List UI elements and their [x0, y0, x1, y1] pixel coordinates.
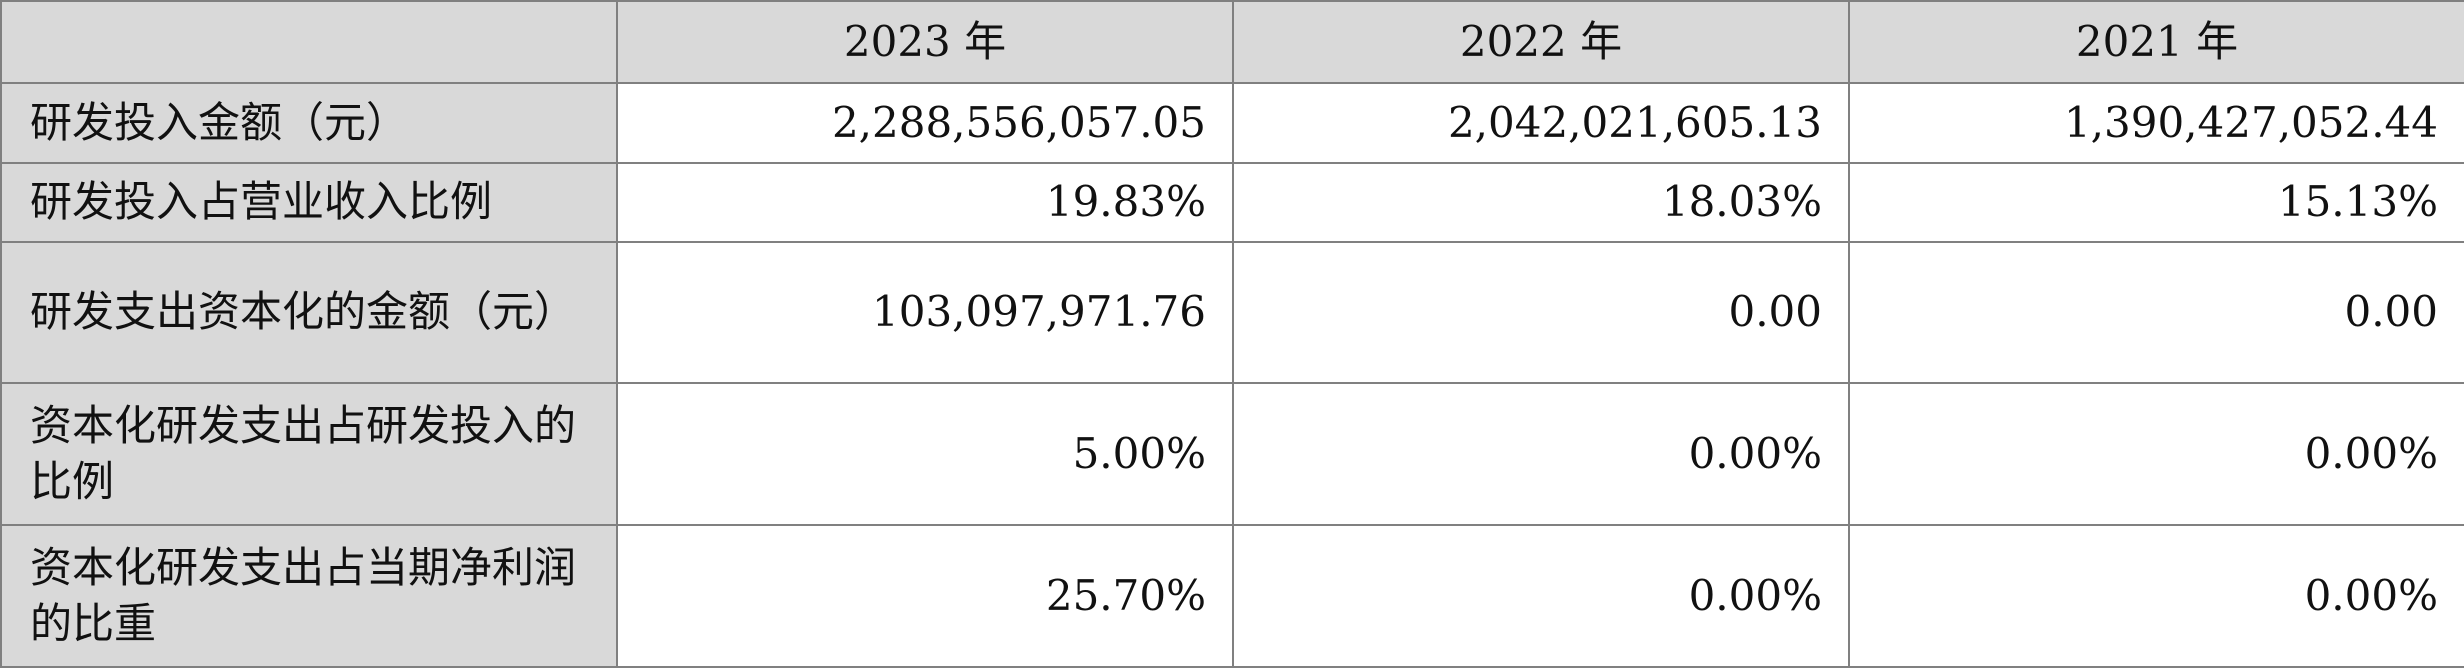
value-cell: 2,288,556,057.05 — [616, 81, 1234, 165]
value-cell: 5.00% — [616, 382, 1234, 526]
value-cell: 0.00% — [1848, 382, 2464, 526]
value-cell: 25.70% — [616, 523, 1234, 668]
value-cell: 0.00% — [1232, 382, 1850, 526]
row-label: 资本化研发支出占研发投入的比例 — [0, 382, 618, 526]
value-cell: 0.00 — [1848, 240, 2464, 385]
value-cell: 2,042,021,605.13 — [1232, 81, 1850, 165]
value-cell: 19.83% — [616, 162, 1234, 243]
year-header: 2023 年 — [616, 0, 1234, 84]
data-row: 研发支出资本化的金额（元） 103,097,971.76 0.00 0.00 — [0, 240, 2464, 385]
row-label: 研发投入金额（元） — [0, 81, 618, 165]
value-cell: 1,390,427,052.44 — [1848, 81, 2464, 165]
year-header: 2022 年 — [1232, 0, 1850, 84]
corner-cell — [0, 0, 618, 84]
value-cell: 0.00% — [1232, 523, 1850, 668]
data-row: 资本化研发支出占当期净利润的比重 25.70% 0.00% 0.00% — [0, 523, 2464, 668]
row-label: 研发支出资本化的金额（元） — [0, 240, 618, 385]
row-label: 资本化研发支出占当期净利润的比重 — [0, 523, 618, 668]
value-cell: 0.00 — [1232, 240, 1850, 385]
year-header: 2021 年 — [1848, 0, 2464, 84]
data-row: 研发投入占营业收入比例 19.83% 18.03% 15.13% — [0, 162, 2464, 243]
value-cell: 18.03% — [1232, 162, 1850, 243]
data-row: 资本化研发支出占研发投入的比例 5.00% 0.00% 0.00% — [0, 382, 2464, 526]
value-cell: 103,097,971.76 — [616, 240, 1234, 385]
data-row: 研发投入金额（元） 2,288,556,057.05 2,042,021,605.1… — [0, 81, 2464, 165]
value-cell: 0.00% — [1848, 523, 2464, 668]
header-row: 2023 年 2022 年 2021 年 — [0, 0, 2464, 84]
row-label: 研发投入占营业收入比例 — [0, 162, 618, 243]
value-cell: 15.13% — [1848, 162, 2464, 243]
